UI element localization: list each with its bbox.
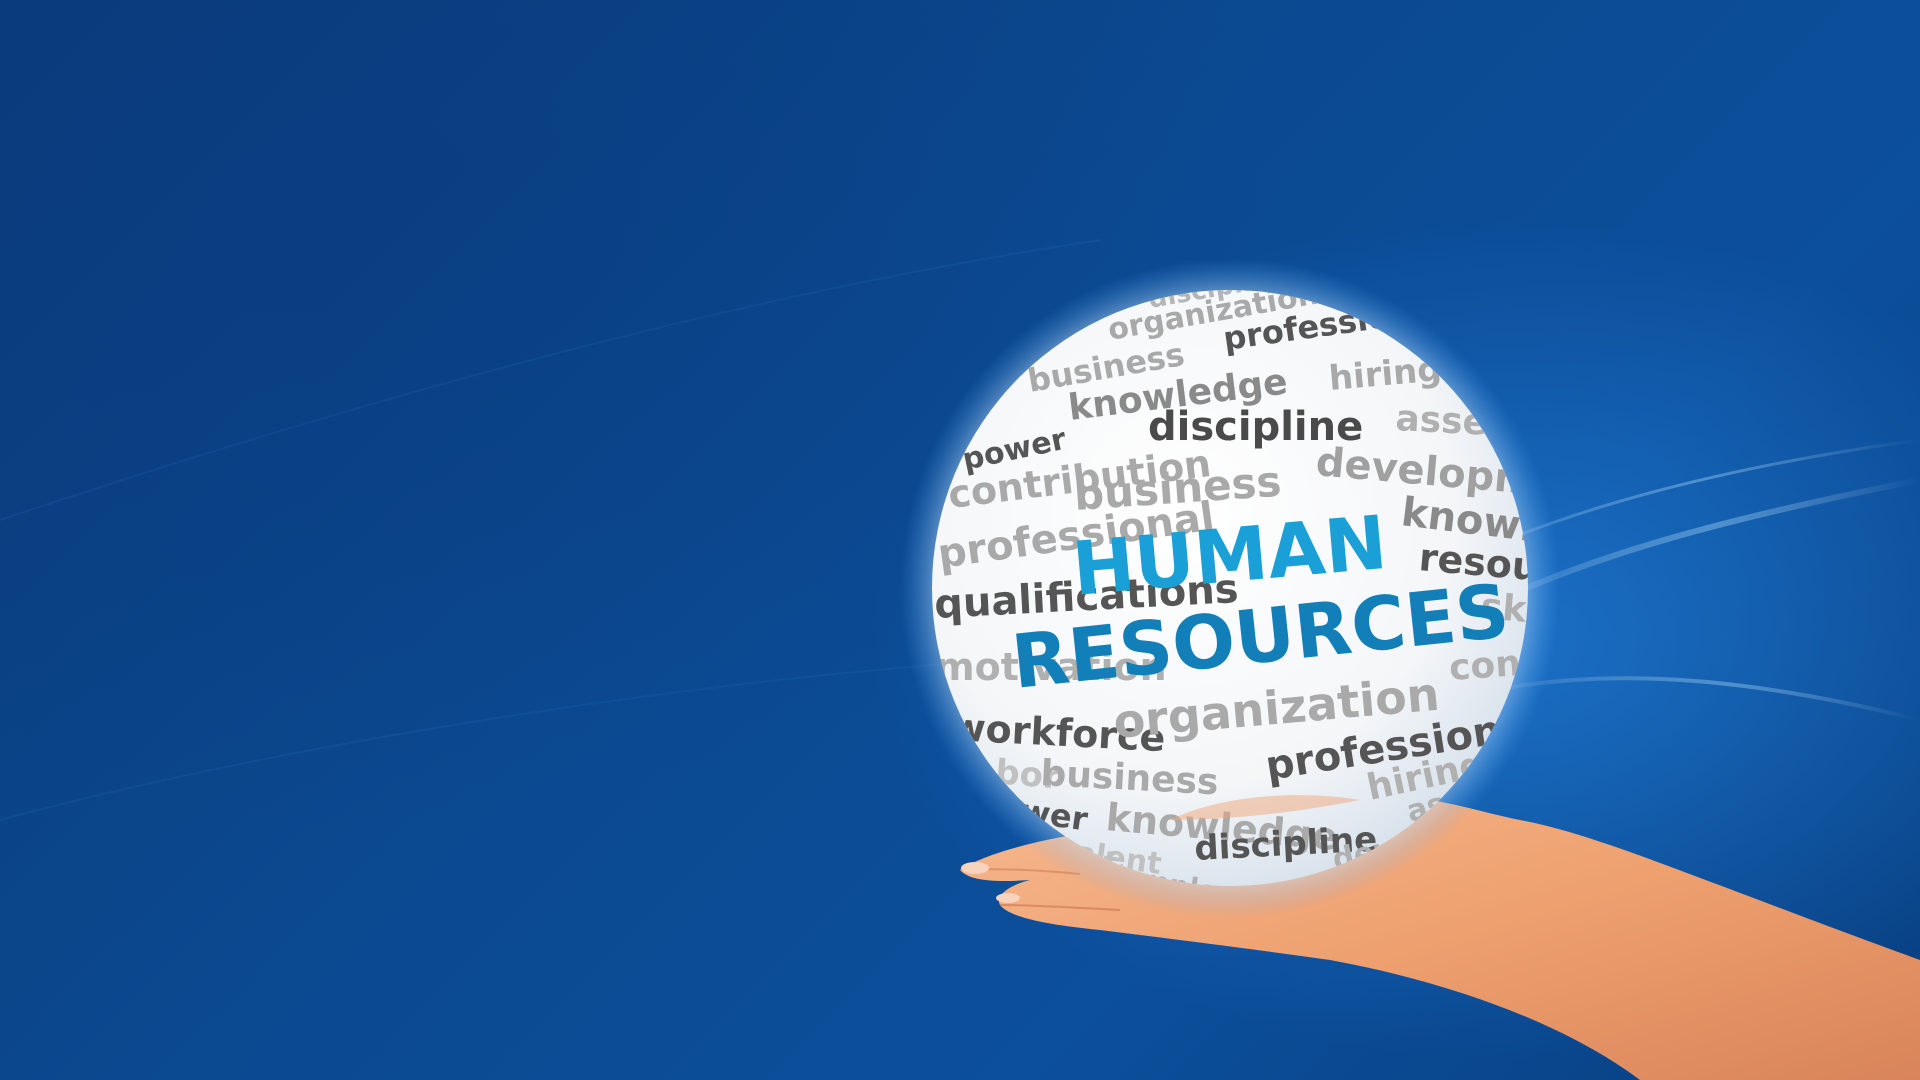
sphere-word: discipline: [1193, 819, 1378, 869]
sphere-word: motivation: [935, 645, 1167, 689]
word-sphere: [932, 290, 1528, 886]
finger-overlap: [1170, 795, 1360, 820]
sphere-word: discipline: [1148, 404, 1363, 450]
sphere-word: business: [1040, 753, 1220, 803]
